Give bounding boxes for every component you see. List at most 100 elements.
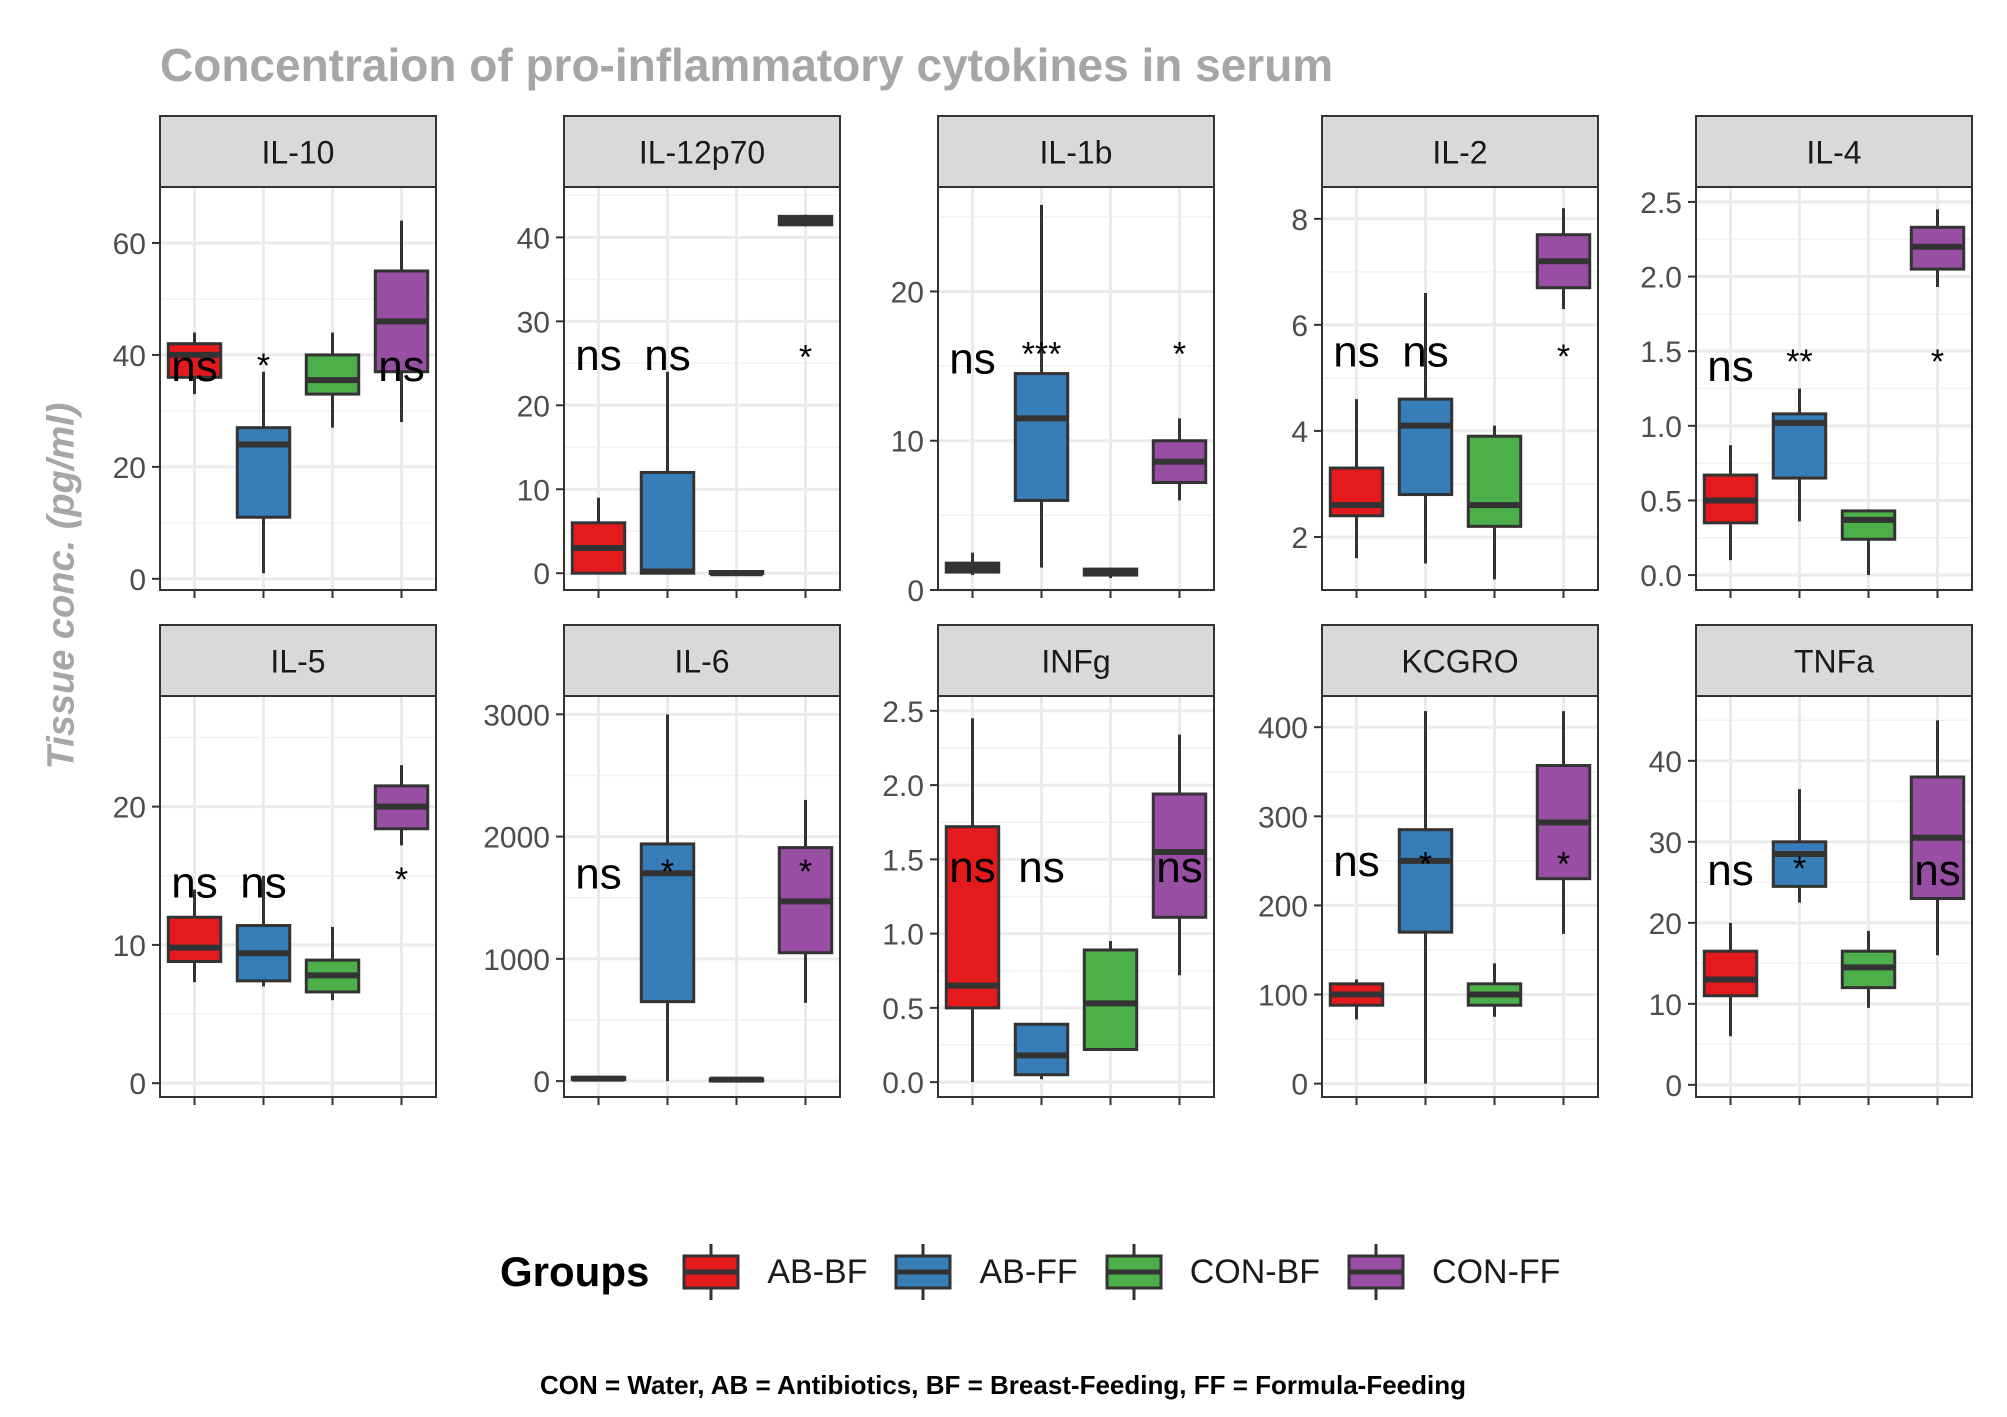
y-tick-label: 0.0 [1640, 560, 1682, 593]
box-con-ff [1151, 734, 1208, 976]
strip-background [1321, 115, 1599, 188]
box-ab-ff [1013, 1022, 1070, 1080]
box-con-bf [304, 926, 361, 1001]
box-body [1013, 372, 1070, 502]
box-con-bf [1840, 930, 1897, 1008]
y-tick-label: 8 [1291, 204, 1308, 237]
significance-label: ns [171, 859, 217, 908]
box-ab-ff [1771, 789, 1828, 903]
box-ab-ff [639, 371, 696, 575]
y-tick-label: 1.0 [882, 919, 924, 952]
strip-background [563, 624, 841, 697]
legend-item-ab-ff: AB-FF [893, 1244, 1078, 1300]
panel-border [1695, 186, 1973, 591]
panel-border [1695, 695, 1973, 1098]
box-ab-bf [1702, 922, 1759, 1037]
legend: Groups AB-BF AB-FF CON-BF CON-FF [500, 1240, 1586, 1304]
significance-label: ns [1018, 843, 1064, 892]
box-con-bf [1466, 963, 1523, 1017]
y-tick-label: 0 [129, 564, 146, 597]
significance-label: ns [1402, 327, 1448, 376]
y-tick-label: 0 [533, 1066, 550, 1099]
strip-label: IL-12p70 [639, 135, 765, 171]
box-body [639, 470, 696, 575]
box-con-ff [1535, 208, 1592, 309]
strip-label: IL-10 [262, 135, 335, 171]
y-tick-label: 0 [533, 558, 550, 591]
y-tick-label: 0 [1665, 1070, 1682, 1103]
box-ab-ff [1771, 388, 1828, 522]
significance-label: * [661, 853, 674, 891]
legend-key [1347, 1244, 1405, 1300]
facet-il-6: IL-6 0 1000 2000 3000 ns * * [483, 624, 841, 1105]
box-body [1702, 949, 1759, 998]
box-con-bf [1466, 425, 1523, 580]
y-tick-label: 20 [891, 276, 924, 309]
y-tick-label: 60 [113, 228, 146, 261]
y-tick-label: 0.5 [882, 993, 924, 1026]
strip-label: IL-6 [674, 644, 729, 680]
significance-label: ns [378, 342, 424, 391]
box-con-ff [1535, 711, 1592, 934]
y-tick-label: 1.5 [882, 844, 924, 877]
y-tick-label: 10 [113, 930, 146, 963]
y-tick-label: 4 [1291, 416, 1308, 449]
box-body [166, 342, 223, 379]
significance-label: ns [1707, 846, 1753, 895]
significance-label: ns [644, 331, 690, 380]
box-ab-ff [1397, 293, 1454, 564]
y-tick-label: 0 [1291, 1069, 1308, 1102]
box-body [639, 842, 696, 1004]
strip-label: IL-4 [1806, 135, 1861, 171]
box-body [1328, 466, 1385, 518]
y-tick-label: 2.0 [1640, 262, 1682, 295]
box-body [1397, 397, 1454, 497]
box-con-ff [1151, 418, 1208, 501]
facet-il-2: IL-2 2 4 6 8 ns ns * [1291, 115, 1599, 598]
significance-label: * [1557, 846, 1570, 884]
y-tick-label: 400 [1258, 712, 1308, 745]
box-con-ff [777, 799, 834, 1003]
y-tick-label: 3000 [483, 699, 550, 732]
significance-label: ns [1333, 837, 1379, 886]
box-ab-ff [235, 371, 292, 574]
box-con-bf [1840, 509, 1897, 576]
legend-label: AB-FF [979, 1252, 1078, 1291]
strip-label: IL-1b [1040, 135, 1113, 171]
y-tick-label: 10 [891, 426, 924, 459]
facet-kcgro: KCGRO 0 100 200 300 400 ns * * [1258, 624, 1599, 1105]
box-con-ff [1909, 209, 1966, 288]
legend-label: CON-FF [1432, 1252, 1561, 1291]
legend-label: CON-BF [1189, 1252, 1321, 1291]
y-tick-label: 200 [1258, 890, 1308, 923]
box-ab-bf [944, 718, 1001, 1083]
significance-label: ** [1786, 343, 1812, 381]
panel-border [937, 186, 1215, 591]
panel-border [1321, 695, 1599, 1098]
y-tick-label: 20 [1649, 908, 1682, 941]
box-body [1397, 828, 1454, 934]
box-con-bf [708, 1076, 765, 1083]
box-ab-bf [1328, 399, 1385, 559]
box-ab-bf [570, 1075, 627, 1082]
box-body [944, 825, 1001, 1010]
strip-background [1695, 624, 1973, 697]
box-con-ff [777, 214, 834, 227]
box-ab-ff [1013, 204, 1070, 568]
legend-key [1105, 1244, 1163, 1300]
box-ab-ff [639, 714, 696, 1082]
y-tick-label: 1000 [483, 944, 550, 977]
chart-title: Concentraion of pro-inflammatory cytokin… [160, 39, 1334, 91]
facet-il-5: IL-5 0 10 20 ns ns * [113, 624, 437, 1105]
y-tick-label: 2.5 [882, 696, 924, 729]
significance-label: * [395, 861, 408, 899]
y-tick-label: 0.5 [1640, 485, 1682, 518]
y-tick-label: 40 [517, 222, 550, 255]
significance-label: * [799, 339, 812, 377]
legend-item-con-ff: CON-FF [1346, 1244, 1560, 1300]
strip-background [937, 115, 1215, 188]
box-ab-bf [1328, 979, 1385, 1020]
